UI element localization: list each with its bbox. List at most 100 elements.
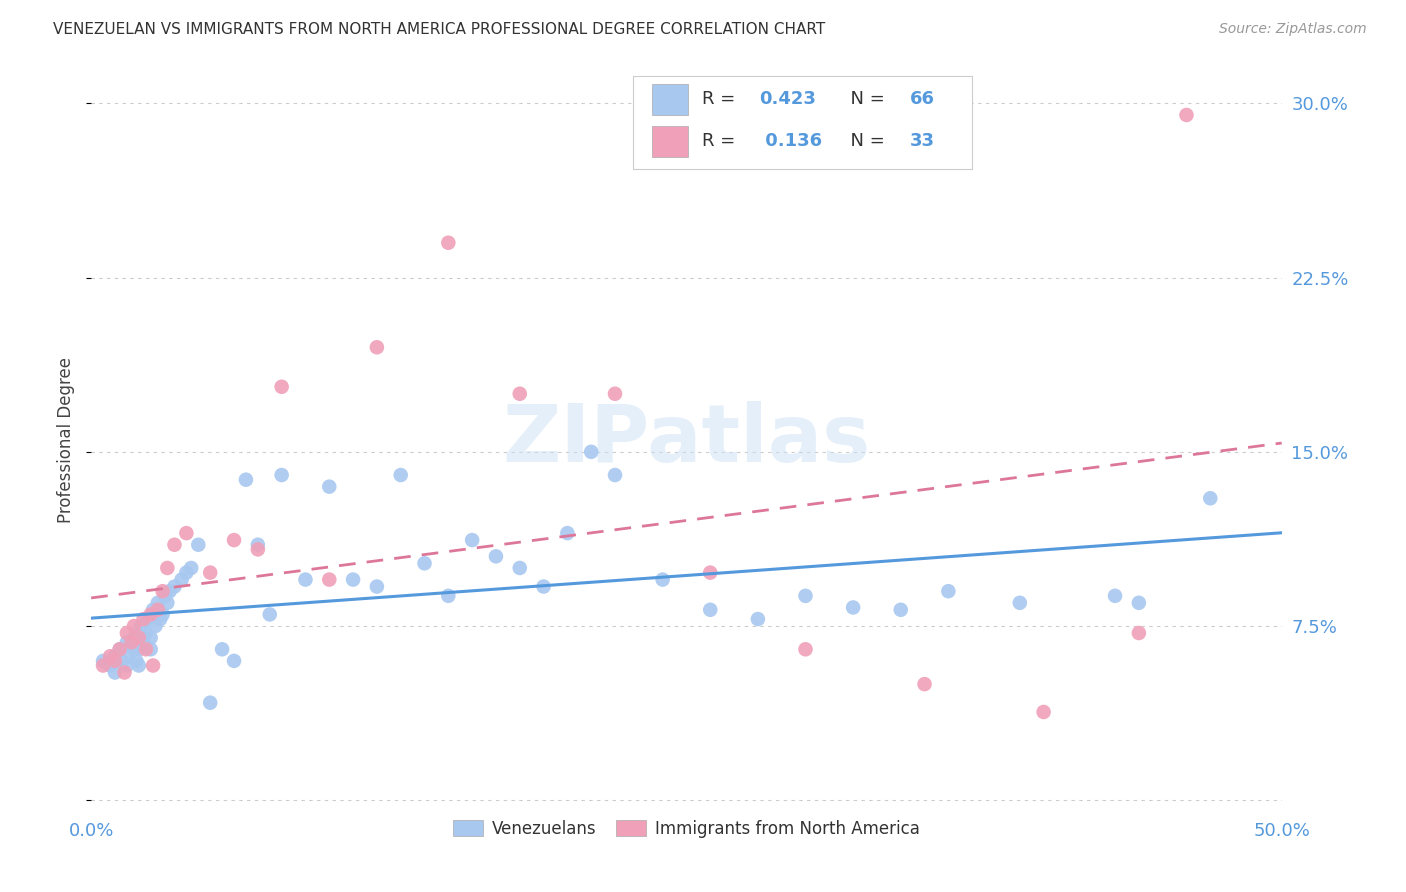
Point — [146, 596, 169, 610]
Point — [118, 647, 141, 661]
Point — [938, 584, 960, 599]
Point — [259, 607, 281, 622]
Point — [579, 445, 602, 459]
Point — [1104, 589, 1126, 603]
Point — [142, 658, 165, 673]
FancyBboxPatch shape — [652, 126, 688, 157]
Point — [509, 386, 531, 401]
Point — [176, 566, 198, 580]
Point — [139, 642, 162, 657]
Point — [142, 603, 165, 617]
Point — [437, 589, 460, 603]
Point — [132, 612, 155, 626]
Legend: Venezuelans, Immigrants from North America: Venezuelans, Immigrants from North Ameri… — [447, 814, 927, 845]
Point — [699, 603, 721, 617]
Point — [270, 380, 292, 394]
Point — [1128, 596, 1150, 610]
Point — [104, 649, 127, 664]
Point — [603, 386, 626, 401]
Text: 0.136: 0.136 — [759, 132, 823, 150]
Point — [180, 561, 202, 575]
Point — [152, 607, 174, 622]
Point — [211, 642, 233, 657]
Point — [156, 596, 179, 610]
Text: ZIPatlas: ZIPatlas — [502, 401, 870, 479]
Point — [135, 642, 157, 657]
Point — [603, 468, 626, 483]
Point — [509, 561, 531, 575]
Point — [187, 538, 209, 552]
Point — [152, 584, 174, 599]
Point — [342, 573, 364, 587]
Point — [1199, 491, 1222, 506]
Point — [366, 580, 388, 594]
Point — [149, 612, 172, 626]
Point — [699, 566, 721, 580]
Point — [91, 654, 114, 668]
Point — [270, 468, 292, 483]
Text: 66: 66 — [910, 90, 935, 108]
Point — [170, 573, 193, 587]
Point — [108, 642, 131, 657]
Point — [104, 665, 127, 680]
Point — [121, 635, 143, 649]
Point — [651, 573, 673, 587]
Point — [129, 619, 152, 633]
Point — [413, 557, 436, 571]
Point — [153, 589, 176, 603]
Text: Source: ZipAtlas.com: Source: ZipAtlas.com — [1219, 22, 1367, 37]
Point — [139, 607, 162, 622]
Point — [128, 631, 150, 645]
Point — [128, 642, 150, 657]
Point — [163, 538, 186, 552]
Point — [135, 626, 157, 640]
Point — [91, 658, 114, 673]
Point — [163, 580, 186, 594]
Point — [98, 658, 121, 673]
FancyBboxPatch shape — [633, 76, 972, 169]
Point — [794, 589, 817, 603]
Point — [122, 631, 145, 645]
Point — [389, 468, 412, 483]
Point — [122, 619, 145, 633]
Text: R =: R = — [702, 132, 741, 150]
Text: 33: 33 — [910, 132, 935, 150]
Point — [145, 619, 167, 633]
Point — [108, 642, 131, 657]
Point — [139, 631, 162, 645]
Text: N =: N = — [839, 90, 890, 108]
Point — [842, 600, 865, 615]
Point — [159, 584, 181, 599]
Point — [1008, 596, 1031, 610]
Point — [115, 658, 138, 673]
Point — [318, 480, 340, 494]
Point — [128, 626, 150, 640]
Text: R =: R = — [702, 90, 741, 108]
Point — [122, 642, 145, 657]
Point — [200, 696, 222, 710]
Point — [294, 573, 316, 587]
Point — [222, 654, 245, 668]
Point — [318, 573, 340, 587]
Point — [747, 612, 769, 626]
Point — [461, 533, 484, 547]
Point — [125, 654, 148, 668]
Text: VENEZUELAN VS IMMIGRANTS FROM NORTH AMERICA PROFESSIONAL DEGREE CORRELATION CHAR: VENEZUELAN VS IMMIGRANTS FROM NORTH AMER… — [53, 22, 825, 37]
Text: N =: N = — [839, 132, 890, 150]
Point — [176, 526, 198, 541]
FancyBboxPatch shape — [652, 84, 688, 115]
Point — [235, 473, 257, 487]
Point — [246, 538, 269, 552]
Text: 0.423: 0.423 — [759, 90, 815, 108]
Point — [890, 603, 912, 617]
Point — [115, 635, 138, 649]
Point — [794, 642, 817, 657]
Point — [128, 658, 150, 673]
Point — [1128, 626, 1150, 640]
Point — [114, 665, 136, 680]
Point — [111, 654, 134, 668]
Point — [1175, 108, 1198, 122]
Point — [485, 549, 508, 564]
Point — [1032, 705, 1054, 719]
Point — [104, 654, 127, 668]
